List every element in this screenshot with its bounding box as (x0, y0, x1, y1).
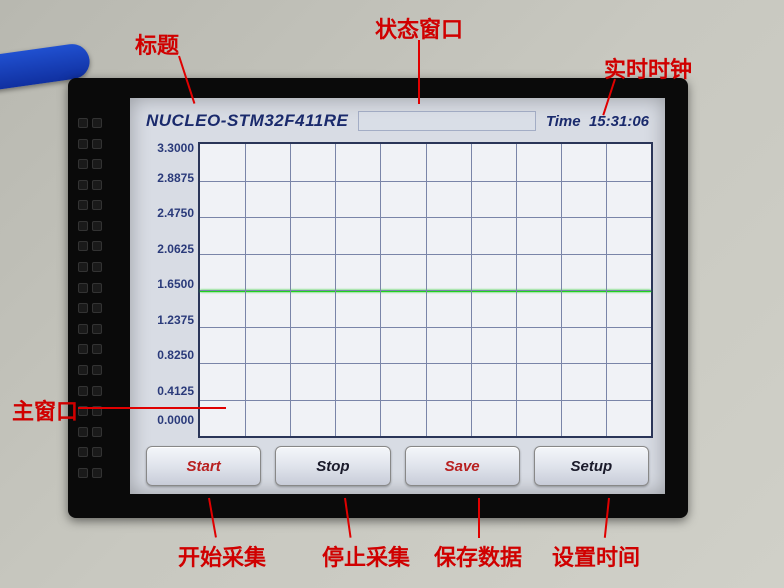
anno-line (478, 498, 480, 538)
lcd-header: NUCLEO-STM32F411RE Time 15:31:06 (142, 106, 653, 136)
start-button[interactable]: Start (146, 446, 261, 486)
time-label: Time (546, 113, 581, 130)
anno-main: 主窗口 (12, 394, 78, 426)
time-value: 15:31:06 (589, 113, 649, 130)
page-title: NUCLEO-STM32F411RE (146, 111, 348, 131)
y-tick: 0.8250 (142, 349, 194, 361)
y-tick: 2.4750 (142, 207, 194, 219)
y-tick: 2.8875 (142, 172, 194, 184)
y-tick: 1.2375 (142, 314, 194, 326)
main-window: 3.3000 2.8875 2.4750 2.0625 1.6500 1.2375 0.82… (142, 142, 653, 438)
anno-setup: 设置时间 (552, 540, 640, 572)
stop-button[interactable]: Stop (275, 446, 390, 486)
pin-header-left (78, 118, 106, 478)
y-tick: 0.4125 (142, 385, 194, 397)
save-button[interactable]: Save (405, 446, 520, 486)
anno-save: 保存数据 (434, 540, 522, 572)
status-window (358, 111, 536, 131)
setup-button[interactable]: Setup (534, 446, 649, 486)
anno-stop: 停止采集 (322, 540, 410, 572)
anno-line (418, 40, 420, 104)
y-tick: 2.0625 (142, 243, 194, 255)
y-tick: 0.0000 (142, 414, 194, 426)
y-tick: 1.6500 (142, 278, 194, 290)
anno-start: 开始采集 (178, 540, 266, 572)
anno-title: 标题 (135, 28, 179, 60)
y-axis: 3.3000 2.8875 2.4750 2.0625 1.6500 1.2375 0.82… (142, 142, 198, 438)
anno-clock: 实时时钟 (604, 52, 692, 84)
lcd-screen: NUCLEO-STM32F411RE Time 15:31:06 3.3000 2… (130, 98, 665, 494)
anno-line (78, 407, 226, 409)
realtime-clock: Time 15:31:06 (546, 113, 649, 130)
y-tick: 3.3000 (142, 142, 194, 154)
oscilloscope-chart (198, 142, 653, 438)
button-row: Start Stop Save Setup (142, 446, 653, 486)
